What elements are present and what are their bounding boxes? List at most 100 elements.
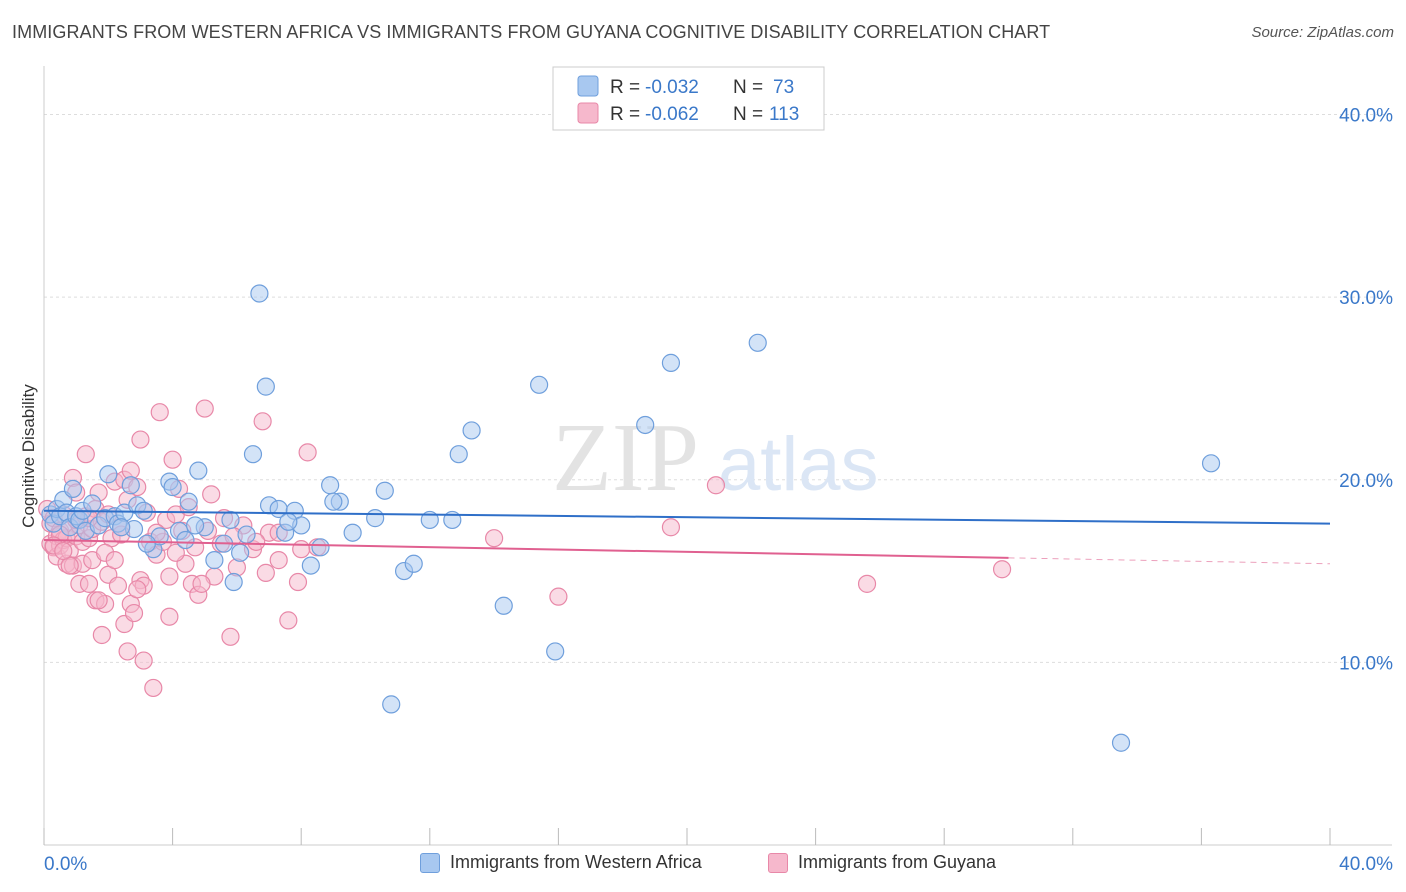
point-western-africa: [748, 333, 767, 352]
trend-lines: [43, 509, 1331, 565]
legend-swatch-blue: [420, 852, 440, 873]
stats-blue-r-value: -0.032: [645, 77, 699, 98]
point-guyana: [166, 543, 185, 562]
point-guyana: [108, 576, 128, 595]
point-western-africa: [112, 518, 131, 537]
legend-item-western-africa[interactable]: Immigrants from Western Africa: [420, 852, 702, 873]
point-guyana: [549, 587, 568, 606]
point-western-africa: [221, 510, 240, 530]
point-western-africa: [243, 445, 263, 464]
point-guyana: [134, 651, 153, 670]
point-western-africa: [1111, 733, 1131, 752]
point-guyana: [144, 678, 163, 698]
series-western-africa-points: [41, 284, 1221, 752]
point-western-africa: [343, 523, 362, 542]
point-western-africa: [189, 461, 208, 480]
point-western-africa: [324, 492, 343, 511]
axes: 10.0% 20.0% 30.0% 40.0% 0.0% 40.0%: [43, 66, 1393, 875]
point-western-africa: [250, 284, 269, 303]
x-tick-label: 40.0%: [1339, 854, 1393, 875]
point-western-africa: [237, 525, 256, 544]
point-guyana: [292, 540, 311, 559]
stats-pink-r-label: R =: [610, 104, 640, 125]
point-guyana: [202, 485, 221, 504]
point-guyana: [128, 580, 147, 599]
point-western-africa: [366, 509, 385, 528]
point-western-africa: [311, 538, 330, 557]
point-western-africa: [99, 465, 118, 484]
point-western-africa: [137, 534, 156, 553]
point-western-africa: [279, 512, 298, 531]
point-guyana: [279, 611, 298, 630]
point-western-africa: [83, 494, 102, 513]
point-guyana: [92, 625, 111, 645]
point-guyana: [160, 567, 179, 586]
stats-blue-n-value: 73: [773, 77, 794, 98]
point-western-africa: [420, 510, 439, 530]
point-guyana: [253, 412, 272, 431]
point-guyana: [89, 591, 108, 610]
chart-title: IMMIGRANTS FROM WESTERN AFRICA VS IMMIGR…: [12, 22, 1051, 42]
point-western-africa: [382, 695, 401, 714]
legend-label-western-africa: Immigrants from Western Africa: [450, 852, 702, 872]
stats-blue-n-label: N =: [733, 77, 763, 98]
point-western-africa: [186, 516, 205, 535]
point-guyana: [661, 518, 681, 537]
y-tick-label: 20.0%: [1339, 471, 1393, 492]
point-western-africa: [224, 572, 243, 592]
y-tick-label: 30.0%: [1339, 288, 1393, 309]
point-guyana: [221, 627, 240, 646]
legend-item-guyana[interactable]: Immigrants from Guyana: [768, 852, 996, 873]
point-guyana: [163, 450, 182, 469]
point-western-africa: [462, 421, 481, 440]
point-western-africa: [404, 554, 423, 573]
point-guyana: [256, 563, 275, 582]
legend-swatch-pink: [768, 852, 788, 873]
y-tick-label: 10.0%: [1339, 653, 1393, 674]
legend-label-guyana: Immigrants from Guyana: [798, 852, 997, 872]
point-guyana: [131, 430, 150, 449]
stats-pink-n-label: N =: [733, 104, 763, 125]
point-western-africa: [176, 530, 195, 550]
watermark: ZIP atlas: [552, 404, 879, 512]
point-guyana: [160, 607, 179, 626]
point-guyana: [288, 572, 308, 592]
point-guyana: [992, 560, 1012, 579]
point-western-africa: [63, 479, 83, 498]
stats-pink-r-value: -0.062: [645, 104, 699, 125]
stats-box: R = -0.032 N = 73 R = -0.062 N = 113: [552, 66, 825, 131]
point-guyana: [269, 551, 288, 570]
trend-line-1: [43, 539, 1009, 559]
point-guyana: [124, 603, 144, 623]
x-tick-label: 0.0%: [44, 854, 87, 875]
trend-line-0: [43, 509, 1331, 525]
stats-swatch-pink: [577, 102, 599, 124]
point-western-africa: [205, 551, 224, 570]
point-guyana: [105, 551, 124, 570]
chart-source: Source: ZipAtlas.com: [1251, 24, 1394, 41]
y-axis-title-group: Cognitive Disability: [19, 384, 38, 528]
point-western-africa: [179, 492, 198, 511]
stats-pink-n-value: 113: [769, 104, 799, 125]
point-western-africa: [321, 476, 340, 495]
point-western-africa: [449, 445, 468, 464]
point-western-africa: [121, 476, 140, 495]
gridlines: [44, 114, 1392, 663]
point-guyana: [118, 642, 137, 661]
point-western-africa: [530, 375, 549, 394]
point-western-africa: [163, 477, 182, 497]
point-guyana: [857, 574, 877, 593]
point-guyana: [150, 403, 169, 422]
point-western-africa: [1201, 454, 1221, 473]
point-guyana: [76, 445, 95, 464]
point-western-africa: [256, 377, 275, 396]
watermark-atlas: atlas: [718, 422, 879, 507]
point-western-africa: [546, 642, 565, 661]
stats-swatch-blue: [577, 75, 599, 97]
point-guyana: [192, 574, 211, 593]
point-guyana: [195, 399, 214, 418]
point-western-africa: [636, 415, 655, 435]
point-guyana: [485, 529, 504, 548]
point-western-africa: [301, 556, 320, 575]
